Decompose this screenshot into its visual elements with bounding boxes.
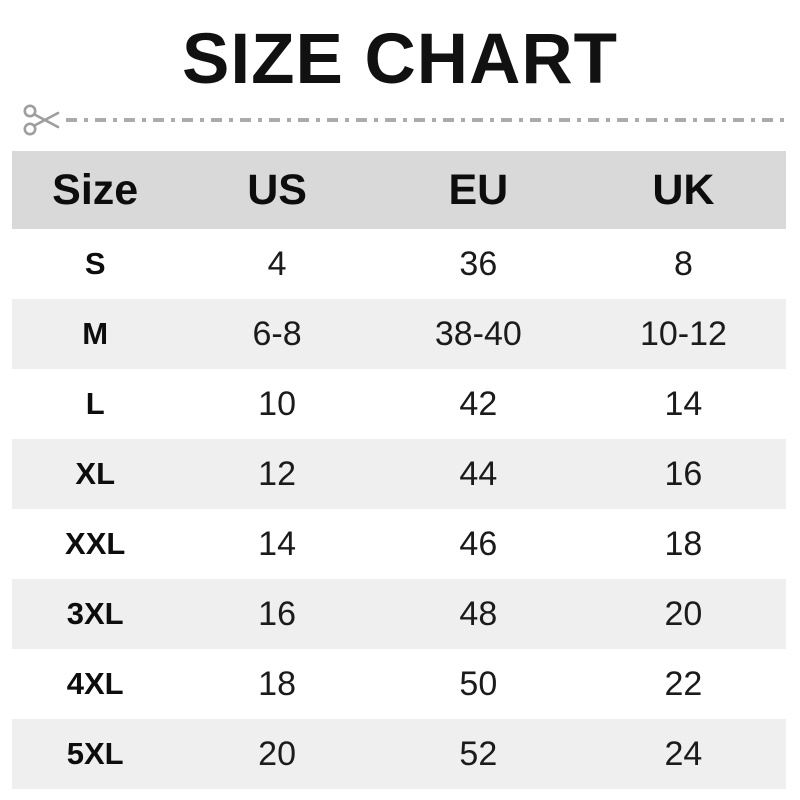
table-row-l: L 10 42 14 xyxy=(12,369,786,439)
table-row-5xl: 5XL 20 52 24 xyxy=(12,719,786,789)
uk-cell: 16 xyxy=(664,454,703,493)
uk-cell: 8 xyxy=(673,244,693,283)
size-cell: L xyxy=(85,386,105,421)
header-us: US xyxy=(247,165,307,214)
table-row-s: S 4 36 8 xyxy=(12,229,786,299)
table-row-xl: XL 12 44 16 xyxy=(12,439,786,509)
table-row-3xl: 3XL 16 48 20 xyxy=(12,579,786,649)
uk-cell: 14 xyxy=(664,384,703,423)
uk-cell: 18 xyxy=(664,524,703,563)
us-cell: 12 xyxy=(258,454,296,493)
us-cell: 10 xyxy=(258,384,296,423)
eu-cell: 38-40 xyxy=(434,314,522,353)
cut-line xyxy=(22,100,790,140)
size-cell: XL xyxy=(75,456,116,491)
us-cell: 20 xyxy=(258,734,296,773)
eu-cell: 46 xyxy=(459,524,498,563)
table-row-4xl: 4XL 18 50 22 xyxy=(12,649,786,719)
size-cell: S xyxy=(84,246,106,281)
uk-cell: 24 xyxy=(664,734,703,773)
size-cell: 5XL xyxy=(66,736,124,771)
size-table: Size US EU UK S 4 36 8 M 6-8 38-40 10-12… xyxy=(12,151,786,789)
size-cell: M xyxy=(82,316,109,351)
page-title: SIZE CHART xyxy=(182,20,618,99)
eu-cell: 50 xyxy=(459,664,498,703)
table-header-row: Size US EU UK xyxy=(12,151,786,229)
dashed-cut-line xyxy=(66,118,790,122)
uk-cell: 20 xyxy=(664,594,703,633)
table-row-m: M 6-8 38-40 10-12 xyxy=(12,299,786,369)
uk-cell: 10-12 xyxy=(639,314,727,353)
us-cell: 14 xyxy=(258,524,296,563)
size-cell: 3XL xyxy=(66,596,124,631)
eu-cell: 44 xyxy=(459,454,498,493)
us-cell: 18 xyxy=(258,664,296,703)
scissors-icon xyxy=(23,104,60,136)
us-cell: 16 xyxy=(258,594,296,633)
eu-cell: 36 xyxy=(459,244,498,283)
table-body: S 4 36 8 M 6-8 38-40 10-12 L 10 42 14 XL… xyxy=(12,229,786,789)
header-eu: EU xyxy=(448,165,509,214)
header-uk: UK xyxy=(652,165,715,214)
us-cell: 6-8 xyxy=(252,314,302,353)
eu-cell: 52 xyxy=(459,734,498,773)
size-cell: 4XL xyxy=(66,666,124,701)
uk-cell: 22 xyxy=(664,664,703,703)
size-cell: XXL xyxy=(65,526,126,561)
us-cell: 4 xyxy=(267,244,287,283)
eu-cell: 42 xyxy=(459,384,498,423)
table-row-xxl: XXL 14 46 18 xyxy=(12,509,786,579)
eu-cell: 48 xyxy=(459,594,498,633)
header-size: Size xyxy=(52,165,139,214)
